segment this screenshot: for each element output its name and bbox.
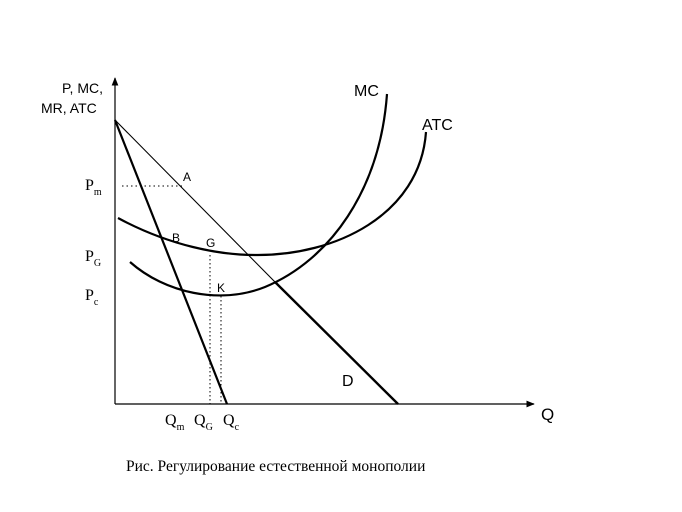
point-k-label: K bbox=[217, 281, 225, 295]
point-g-label: G bbox=[206, 236, 215, 250]
y-axis-label-line2: MR, ATC bbox=[41, 100, 97, 116]
pm-label: Pm bbox=[85, 177, 102, 198]
qg-label: QG bbox=[194, 412, 213, 433]
y-axis-label-line1: P, MC, bbox=[62, 80, 103, 96]
point-a-label: A bbox=[183, 170, 191, 184]
demand-label: D bbox=[342, 373, 354, 390]
demand-curve-lower bbox=[274, 281, 399, 405]
pc-label: Pc bbox=[85, 287, 99, 308]
qc-label: Qc bbox=[223, 412, 240, 433]
atc-curve bbox=[117, 131, 428, 257]
qm-label: Qm bbox=[165, 412, 185, 433]
pg-label: PG bbox=[85, 248, 101, 269]
mr-curve bbox=[113, 119, 229, 405]
point-b-label: B bbox=[172, 231, 180, 245]
mc-label: MC bbox=[354, 83, 379, 100]
demand-curve-upper bbox=[114, 119, 276, 283]
mc-curve bbox=[129, 93, 389, 297]
figure-caption: Рис. Регулирование естественной монополи… bbox=[126, 458, 425, 475]
atc-label: ATC bbox=[422, 117, 453, 134]
x-axis-label: Q bbox=[541, 405, 554, 424]
